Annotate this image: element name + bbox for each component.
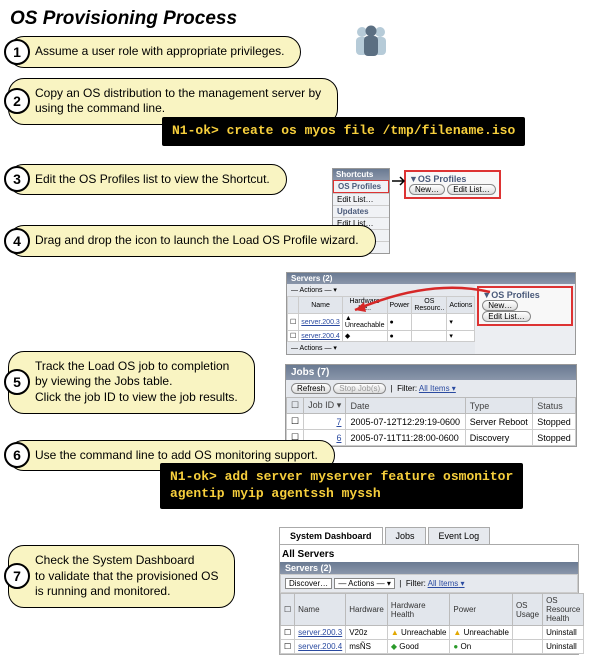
job-row[interactable]: ☐72005-07-12T12:29:19-0600Server RebootS…: [287, 414, 576, 430]
dash-col-pw[interactable]: Power: [450, 594, 513, 626]
jobs-header: Jobs (7): [286, 365, 576, 380]
edit-list-button[interactable]: Edit List…: [447, 184, 495, 195]
jobs-col-status[interactable]: Status: [533, 398, 576, 414]
jobs-col-date[interactable]: Date: [346, 398, 465, 414]
jobs-col-check[interactable]: ☐: [287, 398, 304, 414]
dash-col-orh[interactable]: OS Resource Health: [543, 594, 584, 626]
os-profiles-callout-1: ▼OS Profiles New… Edit List…: [404, 170, 501, 199]
step-number-7: 7: [4, 563, 30, 589]
refresh-button[interactable]: Refresh: [291, 383, 331, 394]
shortcuts-updates[interactable]: Updates: [333, 205, 389, 217]
filter-label: Filter:: [397, 384, 417, 393]
step-3-text: Edit the OS Profiles list to view the Sh…: [8, 164, 287, 196]
step-5-text: Track the Load OS job to completion by v…: [8, 351, 255, 414]
stop-jobs-button[interactable]: Stop Job(s): [333, 383, 386, 394]
new-button[interactable]: New…: [409, 184, 445, 195]
step-number-1: 1: [4, 39, 30, 65]
step-number-2: 2: [4, 88, 30, 114]
servers-col: Name: [299, 297, 343, 314]
shortcuts-os-profiles[interactable]: OS Profiles: [333, 180, 389, 193]
shortcuts-header: Shortcuts: [333, 169, 389, 180]
dash-col-os[interactable]: OS Usage: [512, 594, 542, 626]
jobs-panel: Jobs (7) Refresh Stop Job(s) | Filter: A…: [285, 364, 577, 447]
dashboard-bar: Servers (2): [280, 562, 578, 574]
jobs-col-type[interactable]: Type: [465, 398, 532, 414]
dash-filter-label: Filter:: [406, 579, 426, 588]
arrow-icon: [390, 174, 408, 188]
step-number-3: 3: [4, 166, 30, 192]
dash-col-hh[interactable]: Hardware Health: [387, 594, 450, 626]
step-7-text: Check the System Dashboard to validate t…: [8, 545, 235, 608]
filter-dropdown[interactable]: All Items ▾: [419, 384, 456, 393]
dash-row[interactable]: ☐ server.200.3 V20z ▲ Unreachable ▲ Unre…: [281, 626, 584, 640]
tab-event-log[interactable]: Event Log: [428, 527, 491, 544]
step-number-4: 4: [4, 228, 30, 254]
os-profiles-title: ▼OS Profiles: [409, 174, 496, 184]
terminal-1: N1-ok> create os myos file /tmp/filename…: [162, 117, 525, 146]
jobs-col-id[interactable]: Job ID ▾: [304, 398, 346, 414]
shortcuts-row[interactable]: Edit List…: [333, 193, 389, 205]
dashboard-subtitle: All Servers: [280, 545, 578, 562]
dash-filter-dropdown[interactable]: All Items ▾: [428, 579, 465, 588]
step-number-6: 6: [4, 442, 30, 468]
terminal-2: N1-ok> add server myserver feature osmon…: [160, 463, 523, 509]
discover-button[interactable]: Discover…: [285, 578, 332, 589]
actions-dropdown[interactable]: — Actions — ▾: [334, 578, 395, 589]
tab-jobs[interactable]: Jobs: [385, 527, 426, 544]
dash-col-hw[interactable]: Hardware: [346, 594, 388, 626]
step-1-text: Assume a user role with appropriate priv…: [8, 36, 301, 68]
step-4-text: Drag and drop the icon to launch the Loa…: [8, 225, 376, 257]
tab-system-dashboard[interactable]: System Dashboard: [279, 527, 383, 544]
step-number-5: 5: [4, 369, 30, 395]
dash-col-check[interactable]: ☐: [281, 594, 295, 626]
drag-arrow-icon: [340, 280, 500, 320]
servers-col: [288, 297, 299, 314]
dashboard-panel: System Dashboard Jobs Event Log All Serv…: [279, 527, 579, 655]
server-row[interactable]: ☐server.200.4◆●▾: [288, 331, 475, 342]
page-title: OS Provisioning Process: [0, 0, 591, 30]
dash-col-name[interactable]: Name: [295, 594, 346, 626]
dash-row[interactable]: ☐ server.200.4 msÑS ◆ Good ● On Uninstal…: [281, 640, 584, 654]
